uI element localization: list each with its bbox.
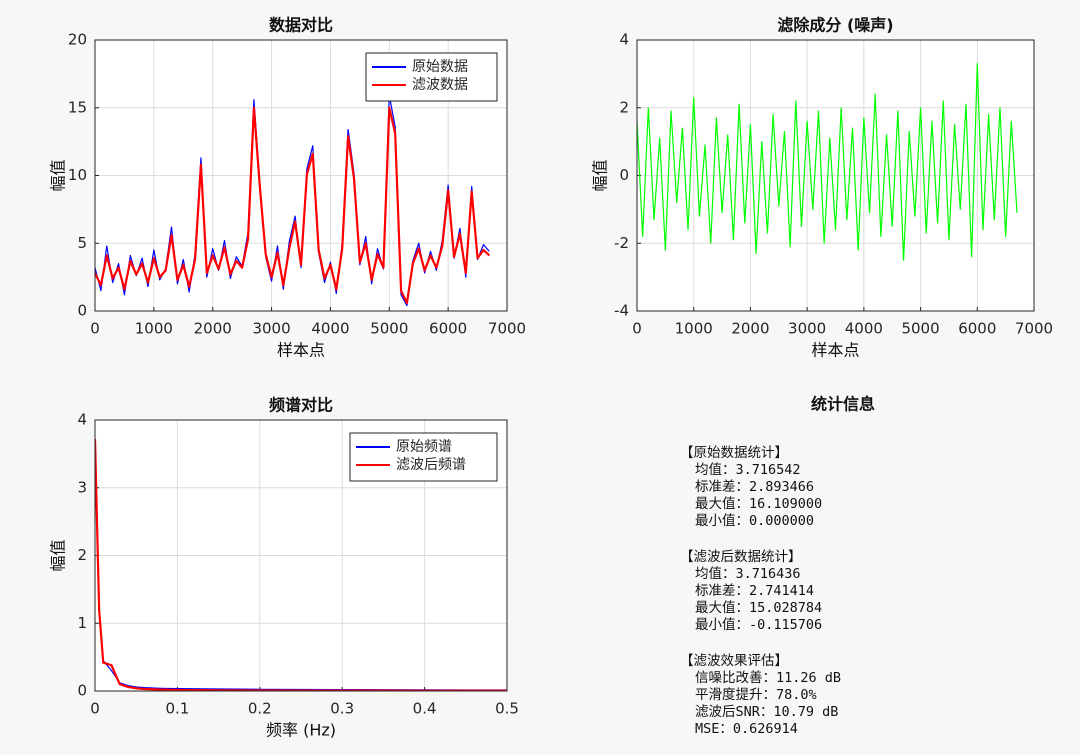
x-tick-label: 2000	[194, 320, 232, 338]
x-tick-label: 0.2	[248, 700, 272, 718]
stats-line: 信噪比改善：11.26 dB	[695, 670, 841, 686]
plot-lines	[95, 94, 491, 307]
chart-title: 频谱对比	[269, 396, 333, 415]
stats-heading: 【滤波效果评估】	[680, 653, 788, 669]
y-axis-label: 幅值	[49, 159, 68, 191]
y-tick-label: 15	[68, 98, 87, 116]
x-tick-label: 0.5	[495, 700, 519, 718]
axes-box	[94, 39, 508, 312]
y-tick-label: 0	[619, 166, 629, 184]
x-tick-label: 0.3	[330, 700, 354, 718]
y-tick-label: 10	[68, 166, 87, 184]
x-tick-label: 0.4	[413, 700, 437, 718]
x-tick-label: 4000	[311, 320, 349, 338]
x-tick-label: 1000	[135, 320, 173, 338]
y-tick-label: 5	[77, 234, 87, 252]
chart-title: 数据对比	[269, 16, 333, 35]
plot-lines	[637, 63, 1018, 261]
y-tick-label: -2	[614, 234, 629, 252]
y-axis-label: 幅值	[49, 539, 68, 571]
data-line	[95, 106, 491, 304]
stats-line: 滤波后SNR：10.79 dB	[695, 704, 838, 720]
legend-box	[349, 432, 498, 482]
x-tick-label: 2000	[731, 320, 769, 338]
data-line	[637, 63, 1018, 261]
axes-box	[636, 39, 1035, 312]
x-axis-label: 样本点	[811, 341, 859, 360]
stats-line: 均值：3.716542	[695, 462, 801, 478]
stats-line: 最小值：0.000000	[695, 513, 814, 529]
stats-title: 统计信息	[811, 395, 875, 414]
stats-line: 标准差：2.893466	[695, 479, 814, 495]
y-tick-label: 3	[77, 478, 87, 496]
y-tick-label: 2	[77, 546, 87, 564]
y-tick-label: 4	[619, 31, 629, 49]
y-tick-label: 0	[77, 302, 87, 320]
y-tick-label: -4	[614, 302, 629, 320]
stats-line: MSE：0.626914	[695, 721, 798, 737]
x-tick-label: 1000	[675, 320, 713, 338]
y-tick-label: 20	[68, 31, 87, 49]
legend-label: 原始频谱	[396, 439, 452, 455]
legend-box	[365, 52, 498, 102]
x-tick-label: 7000	[1015, 320, 1053, 338]
stats-heading: 【原始数据统计】	[680, 445, 788, 461]
y-tick-label: 2	[619, 98, 629, 116]
x-tick-label: 5000	[901, 320, 939, 338]
stats-line: 最大值：16.109000	[695, 496, 822, 512]
x-tick-label: 5000	[370, 320, 408, 338]
stats-line: 均值：3.716436	[695, 566, 801, 582]
y-tick-label: 4	[77, 411, 87, 429]
x-tick-label: 7000	[488, 320, 526, 338]
x-tick-label: 0	[90, 700, 100, 718]
y-axis-label: 幅值	[591, 159, 610, 191]
y-tick-label: 1	[77, 614, 87, 632]
legend-label: 滤波后频谱	[396, 457, 466, 473]
x-axis-label: 频率 (Hz)	[266, 721, 336, 740]
y-tick-label: 0	[77, 682, 87, 700]
stats-line: 标准差：2.741414	[695, 583, 814, 599]
axes-box	[94, 419, 508, 692]
chart-title: 滤除成分 (噪声)	[777, 16, 893, 35]
legend-label: 滤波数据	[412, 77, 468, 93]
stats-line: 最大值：15.028784	[695, 600, 822, 616]
x-tick-label: 3000	[252, 320, 290, 338]
x-tick-label: 0.1	[165, 700, 189, 718]
stats-line: 最小值：-0.115706	[695, 617, 822, 633]
x-tick-label: 0	[632, 320, 642, 338]
stats-line: 平滑度提升：78.0%	[695, 687, 817, 703]
x-tick-label: 6000	[429, 320, 467, 338]
x-tick-label: 6000	[958, 320, 996, 338]
x-tick-label: 3000	[788, 320, 826, 338]
x-axis-label: 样本点	[277, 341, 325, 360]
x-tick-label: 4000	[845, 320, 883, 338]
legend-label: 原始数据	[412, 59, 468, 75]
stats-heading: 【滤波后数据统计】	[680, 549, 802, 565]
x-tick-label: 0	[90, 320, 100, 338]
